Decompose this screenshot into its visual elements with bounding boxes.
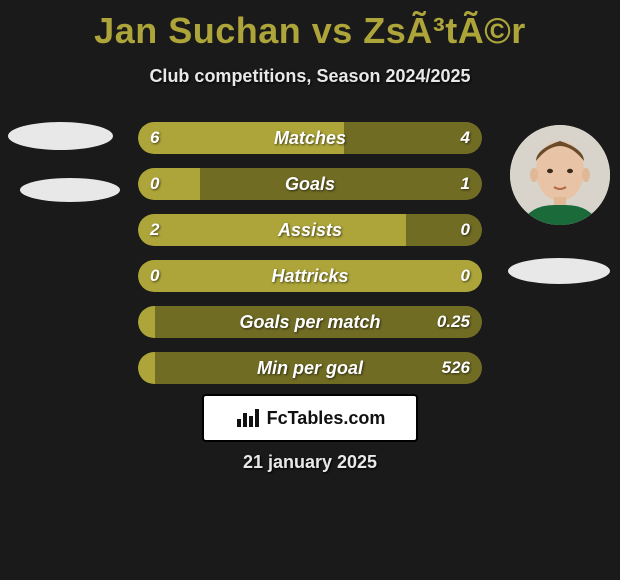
stat-label: Assists xyxy=(138,214,482,246)
stat-row: Matches6 4 xyxy=(138,122,482,154)
stat-row: Goals per match0.25 xyxy=(138,306,482,338)
avatar-left-placeholder-2 xyxy=(20,178,120,202)
stat-value-left: 6 xyxy=(150,122,159,154)
stat-value-left: 2 xyxy=(150,214,159,246)
page-title: Jan Suchan vs ZsÃ³tÃ©r xyxy=(0,0,620,52)
brand-badge: FcTables.com xyxy=(202,394,418,442)
avatar-right xyxy=(510,125,610,225)
stat-row: Min per goal526 xyxy=(138,352,482,384)
stat-value-right: 0.25 xyxy=(437,306,470,338)
stat-value-right: 0 xyxy=(461,214,470,246)
stat-label: Min per goal xyxy=(138,352,482,384)
avatar-right-shadow xyxy=(508,258,610,284)
stat-value-right: 4 xyxy=(461,122,470,154)
stat-value-right: 0 xyxy=(461,260,470,292)
stat-value-left: 0 xyxy=(150,168,159,200)
avatar-left-placeholder-1 xyxy=(8,122,113,150)
stat-value-right: 1 xyxy=(461,168,470,200)
footer-date: 21 january 2025 xyxy=(0,452,620,473)
player-face-icon xyxy=(510,125,610,225)
brand-text: FcTables.com xyxy=(267,408,386,429)
stat-row: Assists2 0 xyxy=(138,214,482,246)
stat-row: Goals0 1 xyxy=(138,168,482,200)
stat-label: Goals per match xyxy=(138,306,482,338)
bars-logo-icon xyxy=(235,407,261,429)
comparison-bars: Matches64Goals01Assists20Hattricks00Goal… xyxy=(138,122,482,398)
stat-label: Matches xyxy=(138,122,482,154)
stat-value-right: 526 xyxy=(442,352,470,384)
stat-label: Goals xyxy=(138,168,482,200)
stat-value-left: 0 xyxy=(150,260,159,292)
stat-row: Hattricks0 0 xyxy=(138,260,482,292)
stat-label: Hattricks xyxy=(138,260,482,292)
page-subtitle: Club competitions, Season 2024/2025 xyxy=(0,66,620,87)
